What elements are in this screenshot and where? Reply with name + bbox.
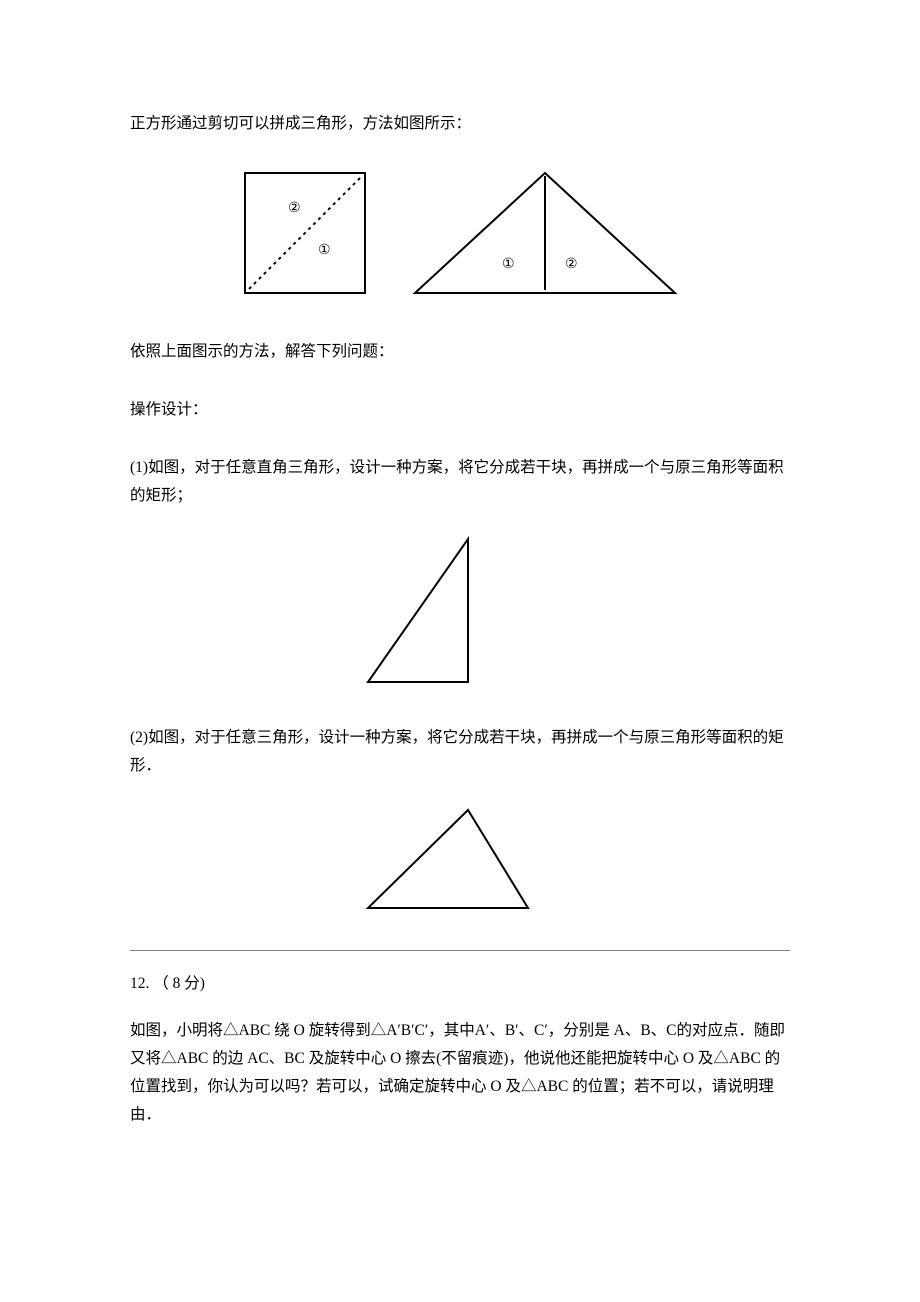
svg-text:②: ② (288, 201, 301, 216)
svg-text:①: ① (318, 243, 331, 258)
section-divider (130, 950, 790, 951)
sub1-text: (1)如图，对于任意直角三角形，设计一种方案，将它分成若干块，再拼成一个与原三角… (130, 454, 790, 510)
mid-line-2: 操作设计： (130, 396, 790, 424)
sub2-diagram-wrap (360, 805, 790, 915)
sub2-text: (2)如图，对于任意三角形，设计一种方案，将它分成若干块，再拼成一个与原三角形等… (130, 724, 790, 780)
mid-line-1: 依照上面图示的方法，解答下列问题： (130, 338, 790, 366)
q12-number: 12. （ 8 分) (130, 971, 790, 993)
triangle-diagram: ① ② (410, 168, 680, 298)
general-triangle (360, 805, 535, 915)
q12-paragraph: 如图，小明将△ABC 绕 O 旋转得到△A′B′C′，其中A′、B′、C′，分别… (130, 1017, 790, 1129)
square-diagram: ② ① (240, 168, 370, 298)
right-triangle (360, 534, 480, 689)
svg-text:②: ② (565, 257, 578, 272)
diagram-row-1: ② ① ① ② (130, 168, 790, 298)
sub1-diagram-wrap (360, 534, 790, 689)
intro-line: 正方形通过剪切可以拼成三角形，方法如图所示： (130, 110, 790, 138)
svg-text:①: ① (502, 257, 515, 272)
